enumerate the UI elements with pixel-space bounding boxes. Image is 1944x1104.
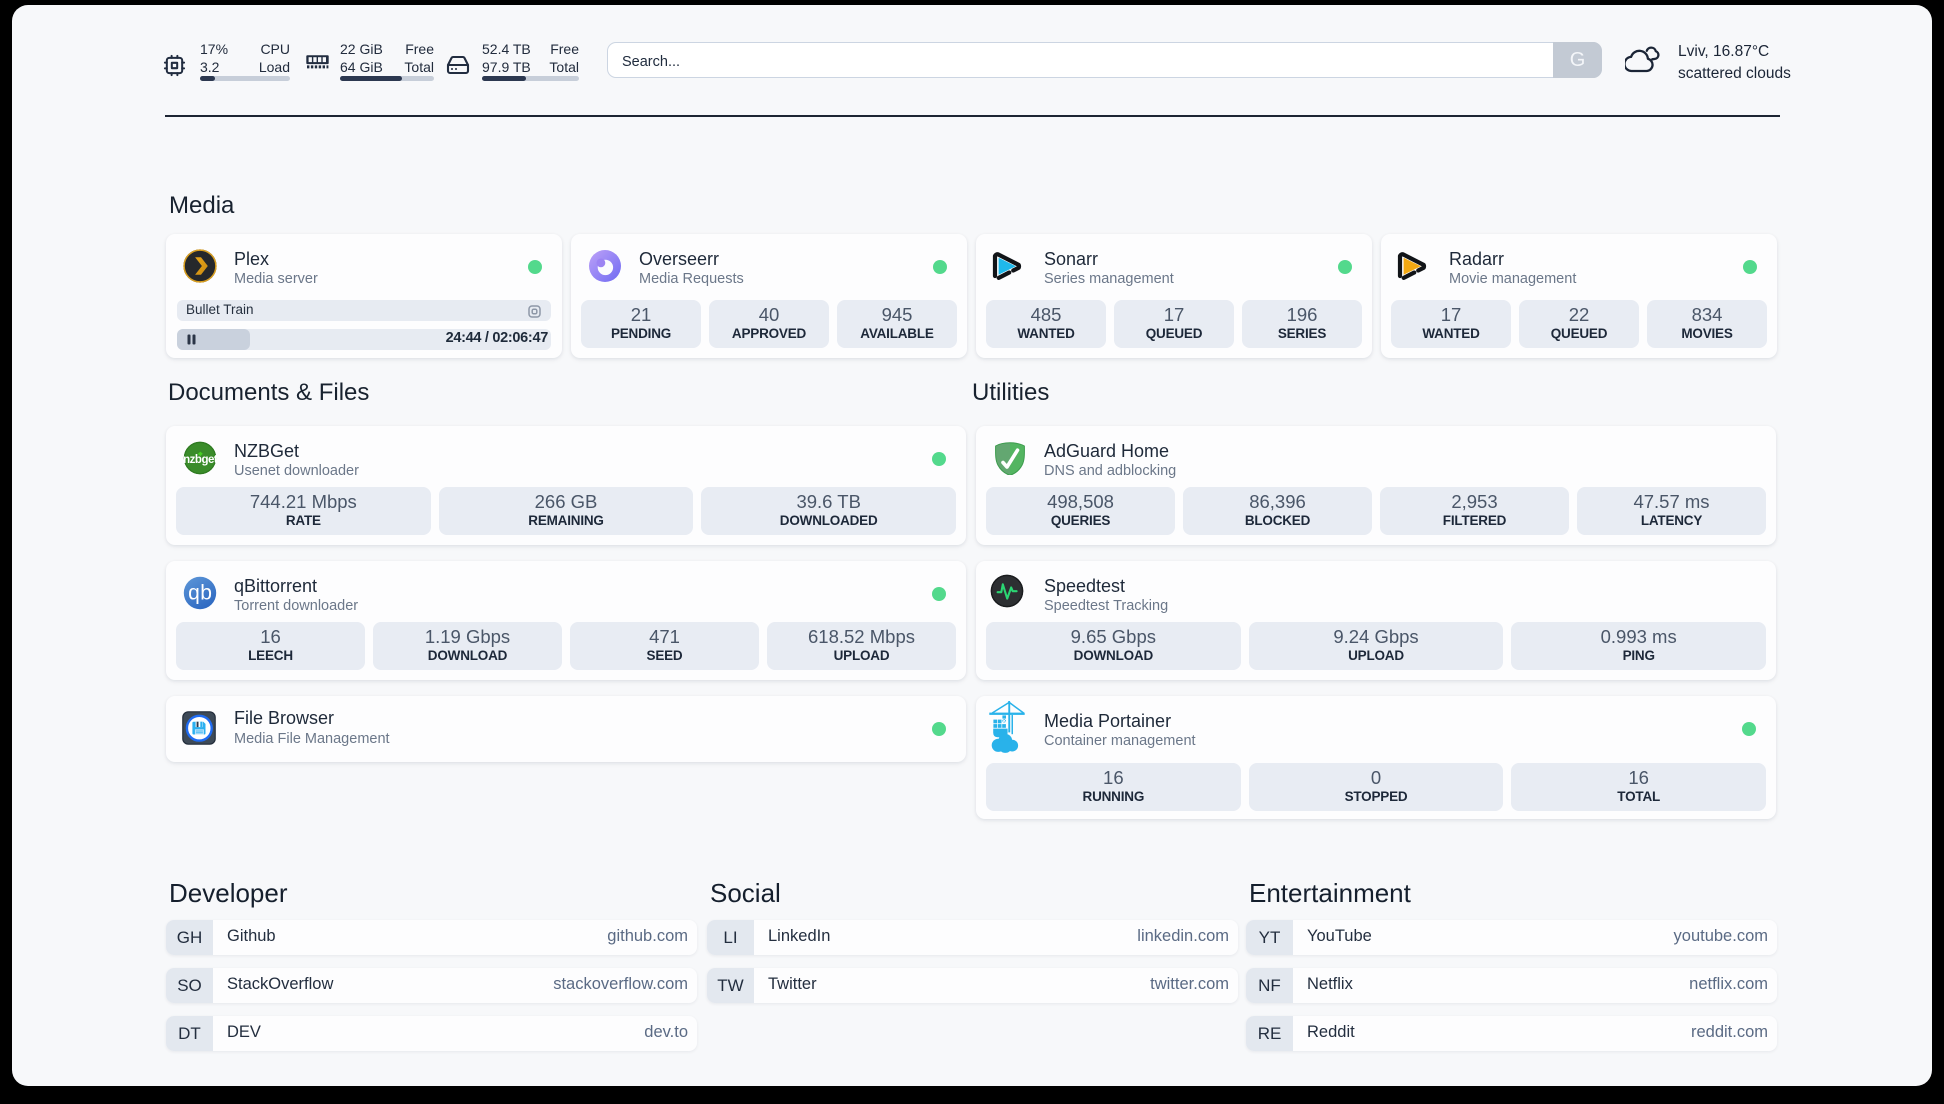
svg-text:qb: qb xyxy=(188,582,212,605)
svg-text:nzbget: nzbget xyxy=(183,454,217,466)
